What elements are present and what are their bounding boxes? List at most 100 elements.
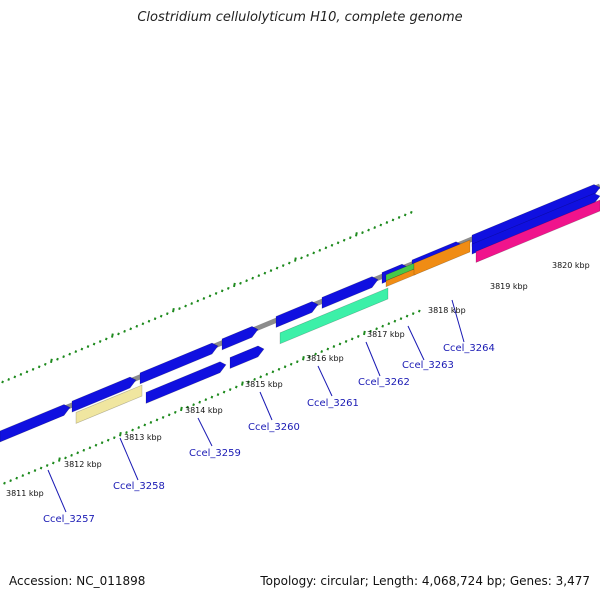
leader-line [47, 469, 67, 513]
tick-mark [74, 350, 78, 354]
tick-mark [241, 381, 244, 386]
kbp-label: 3816 kbp [306, 354, 344, 363]
tick-mark [131, 428, 134, 432]
tick-mark [399, 317, 403, 321]
gene-label[interactable]: Ccel_3264 [443, 343, 495, 354]
tick-mark [379, 223, 383, 227]
tick-mark [202, 297, 206, 300]
gene-ccel-3261 [279, 287, 389, 345]
tick-mark [39, 466, 43, 470]
tick-mark [196, 299, 200, 303]
gene-label[interactable]: Ccel_3263 [402, 360, 454, 371]
tick-mark [86, 345, 90, 348]
kbp-label: 3820 kbp [552, 261, 590, 270]
tick-mark [68, 352, 72, 356]
tick-mark [58, 457, 61, 462]
tick-mark [51, 461, 55, 465]
tick-mark [245, 279, 248, 283]
gene-label[interactable]: Ccel_3258 [113, 481, 165, 492]
forward-gene [71, 376, 137, 413]
tick-mark [356, 334, 360, 338]
tick-mark [125, 431, 128, 435]
tick-mark [409, 210, 413, 214]
tick-mark [178, 307, 181, 311]
tick-mark [308, 355, 311, 359]
gene-label[interactable]: Ccel_3261 [307, 398, 359, 409]
forward-gene [221, 326, 259, 351]
tick-mark [25, 370, 29, 374]
tick-mark [338, 342, 342, 346]
tick-mark [13, 375, 17, 379]
tick-mark [165, 312, 169, 316]
leader-line [365, 341, 381, 377]
tick-mark [253, 377, 256, 381]
tick-mark [159, 314, 163, 318]
leader-line [119, 437, 139, 481]
tick-mark [257, 274, 261, 278]
leader-line [451, 299, 465, 343]
gene-label[interactable]: Ccel_3259 [189, 448, 241, 459]
tick-mark [172, 308, 175, 313]
tick-mark [210, 395, 214, 399]
tick-mark [19, 372, 23, 376]
gene-label[interactable]: Ccel_3262 [358, 377, 410, 388]
forward-gene [275, 301, 319, 328]
tick-mark [330, 243, 334, 247]
forward-gene [229, 345, 265, 369]
tick-mark [3, 481, 6, 485]
forward-gene [145, 361, 227, 404]
tick-mark [355, 232, 358, 237]
tick-mark [302, 356, 305, 361]
tick-mark [21, 474, 25, 478]
tick-mark [214, 291, 218, 295]
tick-mark [326, 347, 330, 351]
tick-mark [149, 421, 153, 424]
map-title: Clostridium cellulolyticum H10, complete… [137, 10, 463, 25]
tick-mark [403, 213, 407, 217]
leader-line [197, 417, 213, 447]
tick-mark [143, 423, 147, 427]
tick-mark [64, 456, 67, 460]
tick-mark [393, 319, 397, 323]
tick-mark [62, 355, 65, 359]
tick-mark [208, 294, 212, 298]
tick-mark [100, 441, 104, 445]
gene-label[interactable]: Ccel_3260 [248, 422, 300, 433]
tick-mark [226, 286, 230, 290]
tick-mark [70, 453, 73, 457]
tick-mark [336, 241, 340, 245]
kbp-label: 3812 kbp [64, 460, 102, 469]
forward-gene [139, 342, 219, 385]
tick-mark [239, 281, 242, 285]
tick-mark [129, 327, 133, 331]
kbp-label: 3811 kbp [6, 489, 44, 498]
tick-mark [381, 324, 385, 328]
tick-mark [318, 248, 322, 252]
tick-mark [9, 479, 12, 483]
leader-line [317, 365, 333, 397]
genome-stats-text: Topology: circular; Length: 4,068,724 bp… [260, 574, 590, 588]
tick-mark [275, 266, 279, 270]
gene-ccel-3263 [413, 239, 471, 276]
tick-mark [119, 432, 122, 437]
tick-mark [135, 324, 139, 328]
tick-mark [88, 446, 92, 450]
tick-mark [161, 415, 165, 419]
tick-mark [234, 385, 238, 389]
tick-mark [369, 329, 372, 333]
outer-tick-ring [1, 210, 413, 384]
tick-mark [98, 340, 102, 343]
tick-mark [106, 438, 110, 442]
tick-mark [153, 317, 157, 321]
tick-mark [344, 339, 348, 343]
tick-mark [50, 358, 53, 364]
tick-mark [271, 370, 275, 374]
gene-label[interactable]: Ccel_3257 [43, 514, 95, 525]
tick-mark [80, 347, 84, 351]
tick-mark [167, 413, 171, 417]
tick-mark [332, 345, 336, 348]
tick-mark [320, 350, 324, 354]
tick-mark [277, 367, 281, 371]
tick-mark [281, 264, 285, 267]
